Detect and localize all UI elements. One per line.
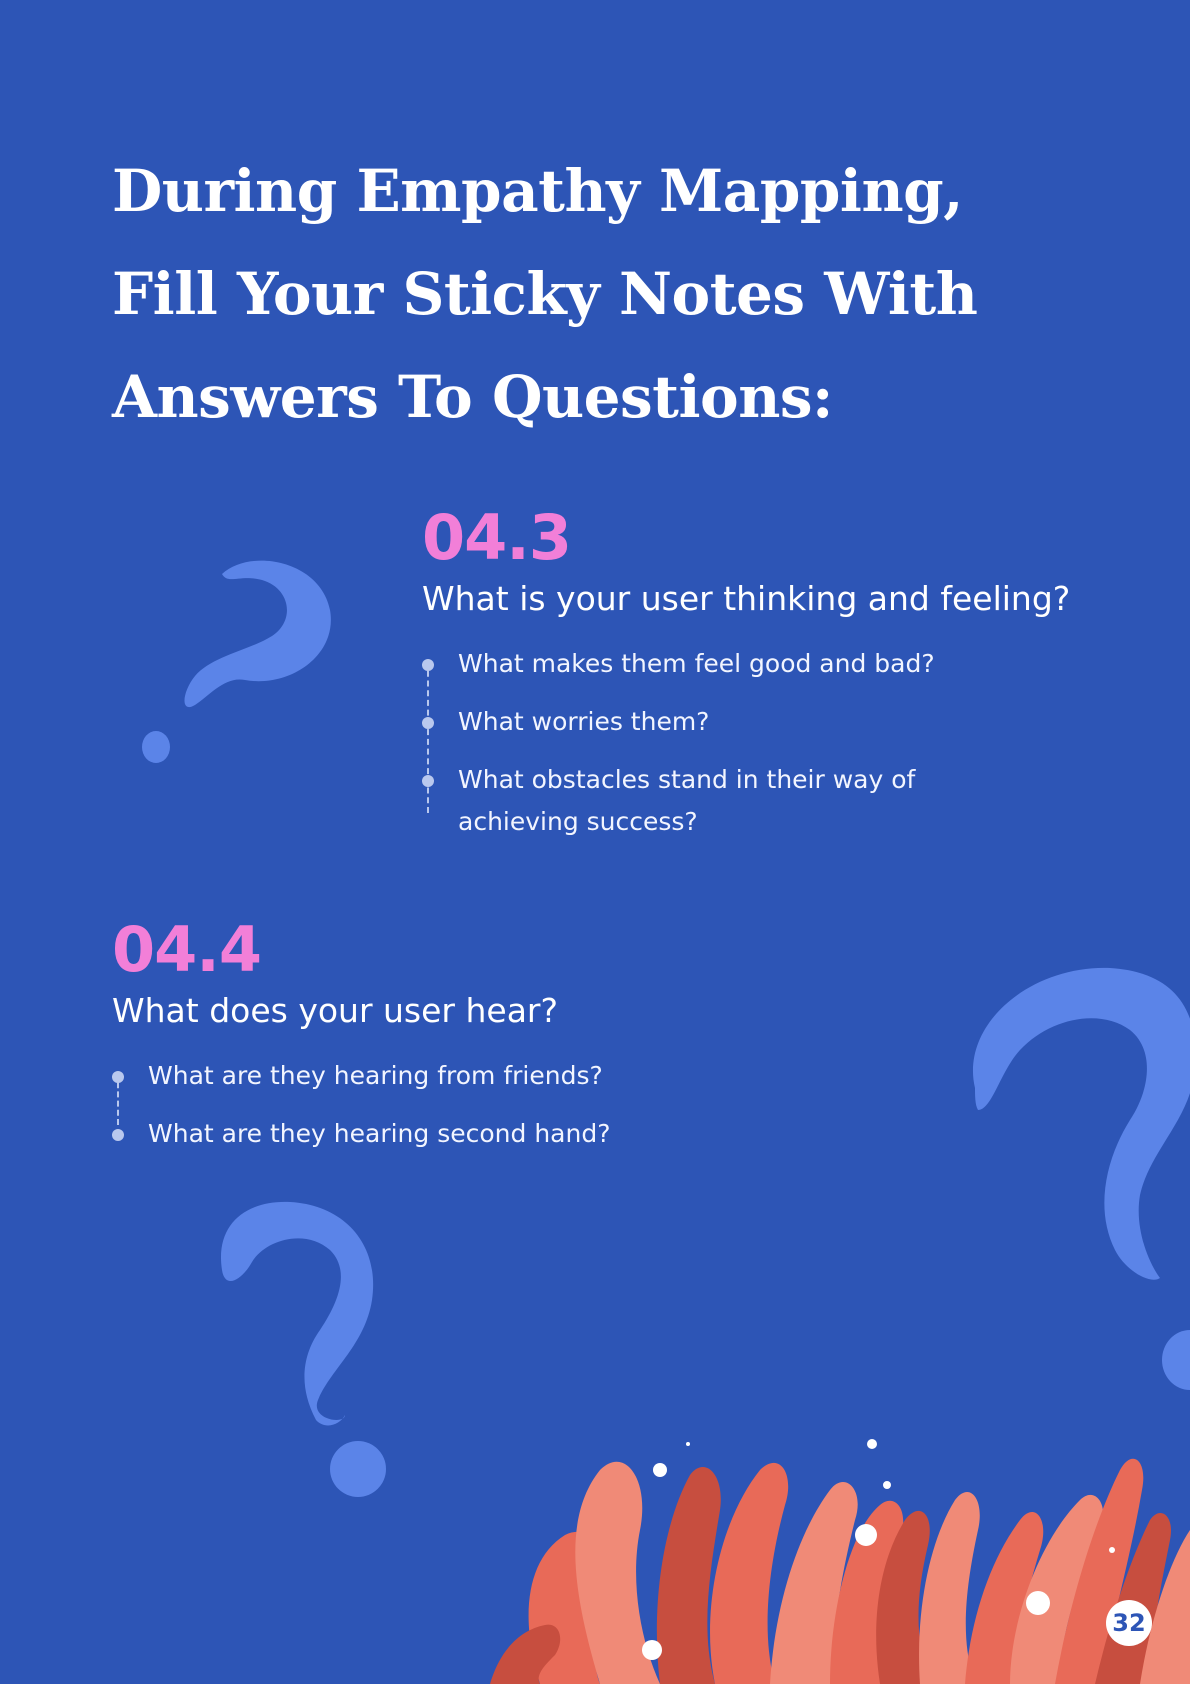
list-item: What obstacles stand in their way of ach…	[422, 759, 958, 843]
section-04-3: 04.3 What is your user thinking and feel…	[422, 505, 1142, 843]
list-item: What are they hearing from friends?	[112, 1055, 812, 1097]
section-04-4: 04.4 What does your user hear? What are …	[112, 917, 812, 1155]
list-item-text: What obstacles stand in their way of ach…	[458, 765, 916, 836]
list-item-text: What are they hearing from friends?	[148, 1061, 603, 1090]
bullet-dot-icon	[112, 1071, 124, 1083]
bubbles-decoration	[642, 1439, 1115, 1660]
list-item-text: What makes them feel good and bad?	[458, 649, 935, 678]
list-item: What worries them?	[422, 701, 1142, 743]
bullet-list: What are they hearing from friends? What…	[112, 1055, 812, 1155]
list-item: What makes them feel good and bad?	[422, 643, 1142, 685]
bullet-dot-icon	[422, 659, 434, 671]
list-item-text: What are they hearing second hand?	[148, 1119, 611, 1148]
question-mark-icon	[142, 560, 331, 763]
section-question: What is your user thinking and feeling?	[422, 579, 1071, 618]
coral-illustration	[490, 1458, 1190, 1684]
bullet-dot-icon	[112, 1129, 124, 1141]
section-number: 04.4	[112, 913, 262, 986]
section-number: 04.3	[422, 501, 572, 574]
question-mark-icon	[973, 967, 1190, 1390]
bullet-list: What makes them feel good and bad? What …	[422, 643, 1142, 843]
section-question: What does your user hear?	[112, 991, 558, 1030]
bullet-dot-icon	[422, 775, 434, 787]
page-number: 32	[1106, 1600, 1152, 1646]
list-item: What are they hearing second hand?	[112, 1113, 812, 1155]
bullet-dot-icon	[422, 717, 434, 729]
question-mark-icon	[220, 1201, 386, 1497]
page-title: During Empathy Mapping, Fill Your Sticky…	[112, 157, 978, 431]
list-item-text: What worries them?	[458, 707, 710, 736]
